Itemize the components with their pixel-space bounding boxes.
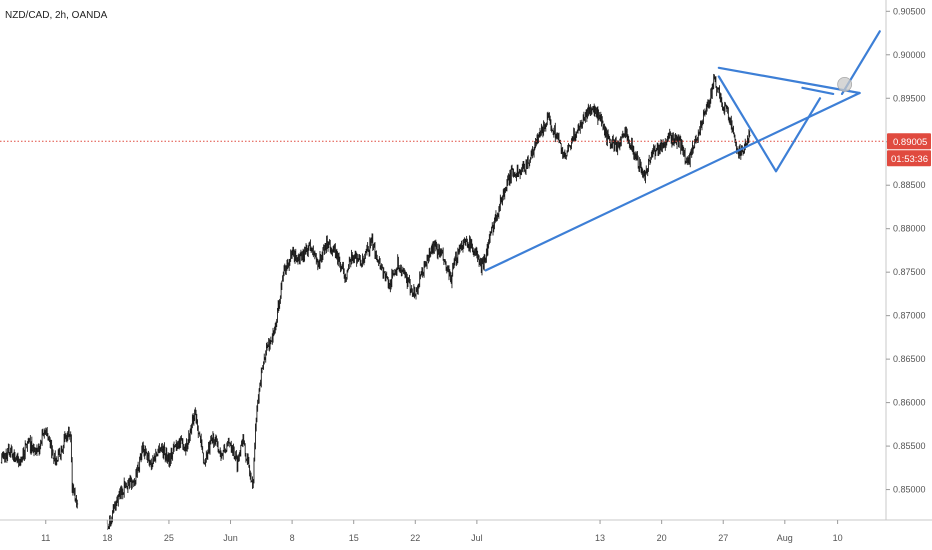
price-tick-label: 0.90000	[893, 50, 926, 60]
price-tick-label: 0.85000	[893, 485, 926, 495]
price-tags: 0.89005 01:53:36	[887, 133, 931, 167]
time-tick-label: 8	[290, 533, 295, 543]
trendline-support[interactable]	[484, 91, 861, 272]
time-tick-label: 15	[349, 533, 359, 543]
time-tick-label: Aug	[777, 533, 793, 543]
time-tick-label: 27	[718, 533, 728, 543]
price-tick-label: 0.88000	[893, 224, 926, 234]
price-tick-label: 0.87000	[893, 311, 926, 321]
time-tick-label: 22	[410, 533, 420, 543]
plot-area[interactable]	[0, 73, 886, 530]
projection-tick[interactable]	[801, 86, 835, 96]
current-price-tag	[887, 133, 931, 150]
time-tick-label: 25	[164, 533, 174, 543]
countdown-value: 01:53:36	[891, 154, 928, 165]
drawings-layer[interactable]	[484, 30, 881, 272]
current-price-value: 0.89005	[893, 137, 927, 148]
time-tick-label: 11	[41, 533, 50, 543]
time-tick-label: 13	[595, 533, 605, 543]
price-tick-label: 0.86000	[893, 398, 926, 408]
projection-path[interactable]	[717, 75, 822, 173]
time-tick-label: Jun	[223, 533, 238, 543]
time-axis[interactable]: 11 18 25 Jun 8 15 22 Jul 13 20 27 Aug 10	[41, 520, 843, 543]
trendline-resistance[interactable]	[717, 66, 861, 95]
price-axis[interactable]: 0.85000 0.85500 0.86000 0.86500 0.87000 0.875…	[886, 6, 926, 495]
target-marker[interactable]	[837, 76, 853, 92]
price-tick-label: 0.85500	[893, 441, 926, 451]
time-tick-label: Jul	[471, 533, 483, 543]
price-tick-label: 0.86500	[893, 354, 926, 364]
countdown-tag	[887, 150, 931, 167]
time-tick-label: 10	[833, 533, 843, 543]
price-tick-label: 0.87500	[893, 267, 926, 277]
price-tick-label: 0.90500	[893, 6, 926, 16]
time-tick-label: 18	[102, 533, 112, 543]
candle	[748, 130, 751, 138]
candle	[76, 499, 79, 509]
price-tick-label: 0.89500	[893, 93, 926, 103]
symbol-title[interactable]: NZD/CAD, 2h, OANDA	[5, 10, 108, 21]
time-tick-label: 20	[657, 533, 667, 543]
price-tick-label: 0.88500	[893, 180, 926, 190]
